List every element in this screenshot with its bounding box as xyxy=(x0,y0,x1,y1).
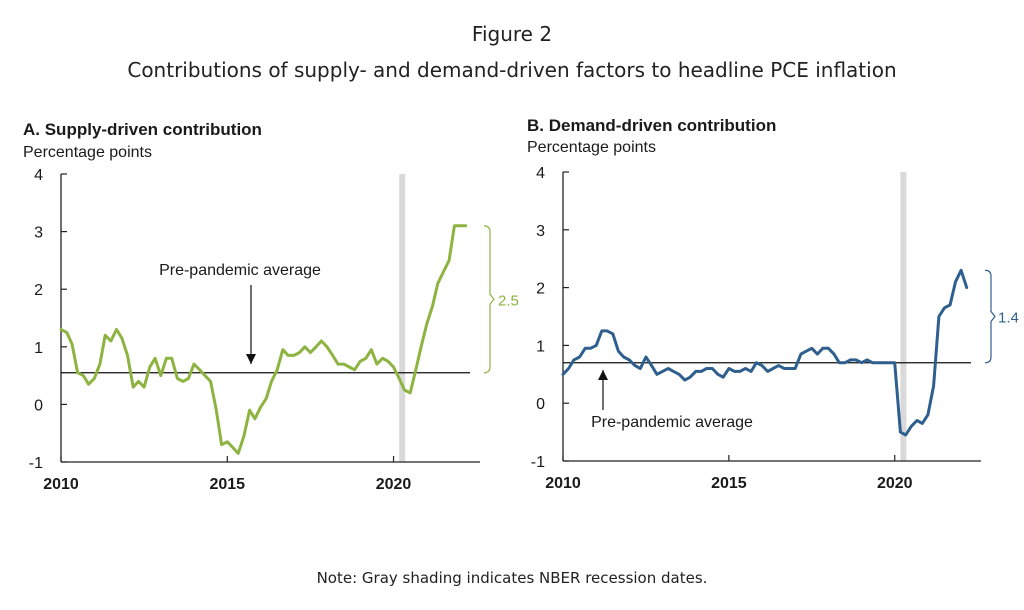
figure-note: Note: Gray shading indicates NBER recess… xyxy=(316,569,708,587)
panel-b-y-tick-label: 3 xyxy=(536,223,545,240)
figure-subtitle: Contributions of supply- and demand-driv… xyxy=(127,58,897,82)
panel-b-series-line xyxy=(561,268,969,437)
panel-a-bracket-label: 2.5 xyxy=(498,292,519,309)
panel-a-average-label: Pre-pandemic average xyxy=(159,262,321,279)
panel-b-y-tick-label: -1 xyxy=(531,454,545,471)
panel-b-unit-label: Percentage points xyxy=(527,139,656,156)
panel-a-y-tick-label: 4 xyxy=(34,167,43,184)
panel-b-arrow-head xyxy=(598,370,608,380)
panel-a-y-tick-label: 2 xyxy=(34,282,43,299)
panel-a-x-tick-label: 2010 xyxy=(43,476,79,493)
panel-b-bracket-label: 1.4 xyxy=(998,310,1019,327)
panel-a-x-tick-label: 2015 xyxy=(209,476,245,493)
panel-b-y-tick-label: 2 xyxy=(536,281,545,298)
panel-a-bracket xyxy=(483,225,495,374)
panel-a-y-tick-label: -1 xyxy=(29,455,43,472)
panel-b-bracket xyxy=(984,269,996,364)
panel-a-y-tick-label: 0 xyxy=(34,397,43,414)
panel-a-recession-band xyxy=(399,174,406,462)
panel-b-recession-band xyxy=(900,172,907,461)
panel-a-unit-label: Percentage points xyxy=(23,144,152,161)
panel-a-series-line xyxy=(59,224,468,455)
panel-b-y-tick-label: 4 xyxy=(536,165,545,182)
panel-b-y-tick-label: 0 xyxy=(536,396,545,413)
panel-b-y-tick-label: 1 xyxy=(536,338,545,355)
panel-b-title: B. Demand-driven contribution xyxy=(527,116,777,135)
panel-b-average-label: Pre-pandemic average xyxy=(591,414,753,431)
panel-a-title: A. Supply-driven contribution xyxy=(23,120,262,139)
panel-a-arrow-head xyxy=(246,354,256,364)
panel-b-x-tick-label: 2010 xyxy=(545,475,581,492)
figure-number: Figure 2 xyxy=(471,22,553,46)
panel-b-x-tick-label: 2015 xyxy=(711,475,747,492)
panel-a-y-tick-label: 3 xyxy=(34,225,43,242)
panel-b-x-tick-label: 2020 xyxy=(877,475,913,492)
panel-a-x-tick-label: 2020 xyxy=(376,476,412,493)
panel-a-y-tick-label: 1 xyxy=(34,340,43,357)
